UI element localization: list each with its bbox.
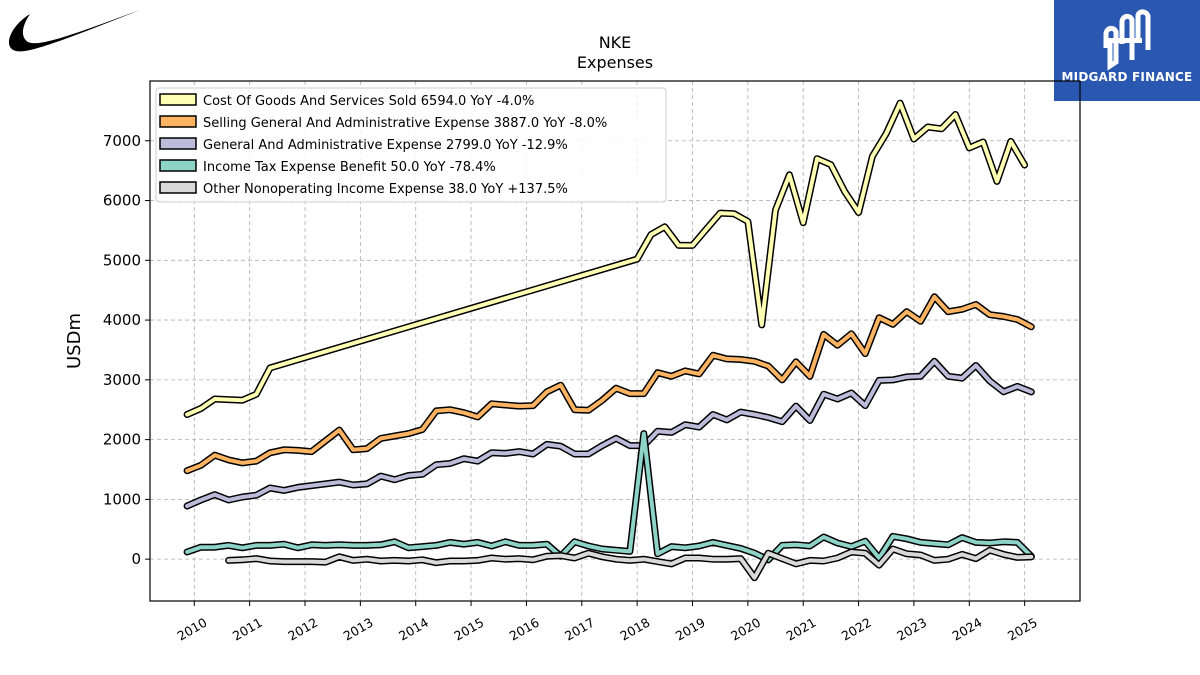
plot-frame [149, 80, 1081, 602]
x-tick-label: 2022 [839, 615, 874, 644]
series-line [185, 431, 1034, 562]
series-line [226, 547, 1034, 580]
x-tick-label: 2016 [507, 615, 542, 644]
series-line [185, 294, 1034, 473]
legend-box [155, 87, 667, 203]
x-axis: 2010 2011 2012 2013 2014 2015 2016 2017 2018 2019… [175, 601, 1040, 644]
legend-swatch [159, 115, 197, 128]
legend-swatch [159, 181, 197, 194]
legend-entry: Selling General And Administrative Expen… [203, 116, 607, 131]
series-layer [183, 99, 1035, 582]
x-tick-label: 2018 [617, 615, 652, 644]
midgard-finance-brand: MIDGARD FINANCE [1061, 70, 1193, 84]
legend-swatch [159, 159, 197, 172]
y-axis-label: USDm [64, 313, 85, 369]
legend: Cost Of Goods And Services Sold 6594.0 Y… [155, 87, 667, 203]
y-tick-label: 3000 [103, 371, 141, 389]
midgard-finance-logo: MIDGARD FINANCE [1054, 0, 1200, 101]
x-tick-label: 2021 [783, 615, 818, 644]
legend-swatch [159, 93, 197, 106]
legend-entry: General And Administrative Expense 2799.… [203, 138, 568, 153]
x-tick-label: 2023 [894, 615, 929, 644]
x-tick-label: 2011 [230, 615, 265, 644]
series-line [185, 359, 1034, 508]
y-axis: 0 1000 2000 3000 4000 5000 6000 7000 [103, 132, 150, 568]
legend-swatch [159, 137, 197, 150]
chart-title: NKE [599, 33, 632, 52]
x-tick-label: 2014 [396, 615, 431, 644]
nike-swoosh-icon [8, 10, 140, 52]
chart-subtitle: Expenses [577, 53, 653, 72]
legend-entry: Cost Of Goods And Services Sold 6594.0 Y… [203, 94, 534, 109]
x-tick-label: 2012 [285, 615, 320, 644]
x-tick-label: 2025 [1005, 615, 1040, 644]
x-tick-label: 2017 [562, 615, 597, 644]
x-tick-label: 2010 [175, 615, 210, 644]
x-tick-label: 2019 [673, 615, 708, 644]
x-tick-label: 2020 [728, 615, 763, 644]
y-tick-label: 5000 [103, 251, 141, 269]
y-tick-label: 4000 [103, 311, 141, 329]
y-tick-label: 7000 [103, 132, 141, 150]
legend-entry: Income Tax Expense Benefit 50.0 YoY -78.… [203, 160, 496, 175]
x-tick-label: 2013 [341, 615, 376, 644]
y-tick-label: 6000 [103, 192, 141, 210]
x-tick-label: 2015 [451, 615, 486, 644]
y-tick-label: 0 [131, 550, 141, 568]
midgard-finance-logo-icon [1103, 9, 1151, 71]
x-tick-label: 2024 [950, 615, 985, 644]
series-line [185, 101, 1027, 417]
y-tick-label: 1000 [103, 490, 141, 508]
legend-entry: Other Nonoperating Income Expense 38.0 Y… [203, 182, 568, 197]
y-tick-label: 2000 [103, 431, 141, 449]
